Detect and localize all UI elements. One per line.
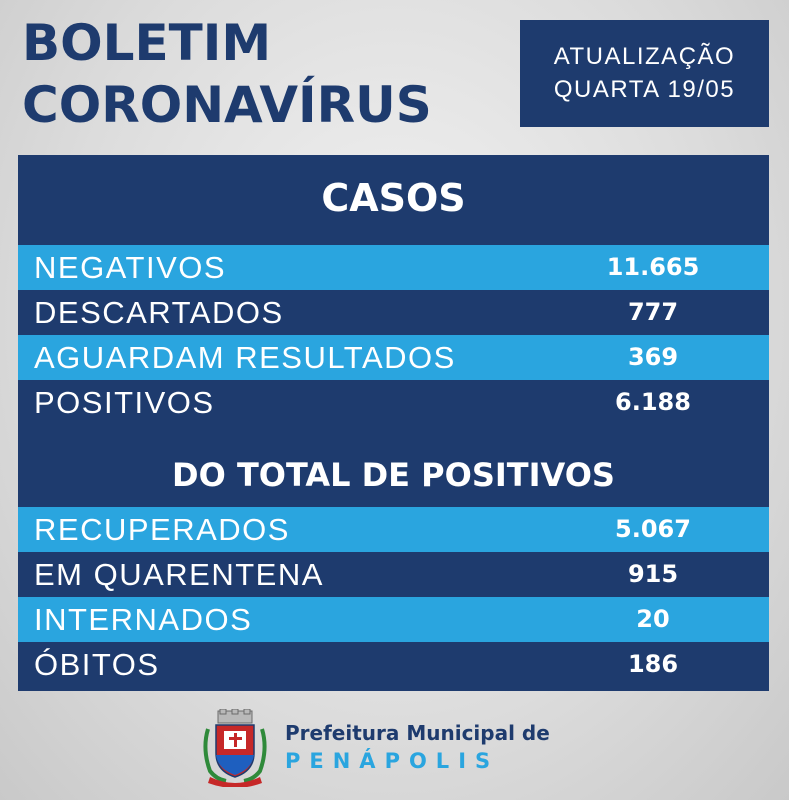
stat-value: 777: [627, 298, 679, 326]
update-date: QUARTA 19/05: [553, 76, 736, 103]
stat-row-aguardam: AGUARDAM RESULTADOS 369: [18, 335, 769, 380]
stat-value: 5.067: [615, 515, 691, 543]
footer-logo: Prefeitura Municipal de PENÁPOLIS: [200, 705, 600, 790]
stat-row-recuperados: RECUPERADOS 5.067: [18, 507, 769, 552]
stat-label: EM QUARENTENA: [34, 557, 324, 592]
update-date-box: ATUALIZAÇÃO QUARTA 19/05: [520, 20, 769, 127]
bulletin-title: BOLETIM CORONAVÍRUS: [22, 12, 432, 136]
stat-row-positivos: POSITIVOS 6.188: [18, 380, 769, 425]
stat-value: 11.665: [606, 253, 700, 281]
title-line-2: CORONAVÍRUS: [22, 76, 432, 134]
stat-row-negativos: NEGATIVOS 11.665: [18, 245, 769, 290]
stat-value: 915: [627, 560, 679, 588]
stat-value: 20: [636, 605, 670, 633]
stat-row-internados: INTERNADOS 20: [18, 597, 769, 642]
stat-label: ÓBITOS: [34, 647, 160, 682]
stat-label: POSITIVOS: [34, 385, 215, 420]
city-name: PENÁPOLIS: [285, 749, 500, 773]
stat-label: DESCARTADOS: [34, 295, 284, 330]
stats-panel: CASOS NEGATIVOS 11.665 DESCARTADOS 777 A…: [18, 155, 769, 691]
stat-label: RECUPERADOS: [34, 512, 290, 547]
positivos-heading: DO TOTAL DE POSITIVOS: [172, 456, 615, 494]
stat-value: 186: [627, 650, 679, 678]
stat-row-obitos: ÓBITOS 186: [18, 642, 769, 687]
stat-label: NEGATIVOS: [34, 250, 227, 285]
org-name: Prefeitura Municipal de: [285, 721, 550, 745]
stat-label: AGUARDAM RESULTADOS: [34, 340, 456, 375]
update-label: ATUALIZAÇÃO: [553, 43, 736, 70]
title-line-1: BOLETIM: [22, 14, 272, 72]
casos-heading: CASOS: [321, 176, 466, 220]
stat-row-quarentena: EM QUARENTENA 915: [18, 552, 769, 597]
stat-label: INTERNADOS: [34, 602, 253, 637]
stat-row-descartados: DESCARTADOS 777: [18, 290, 769, 335]
stat-value: 369: [627, 343, 679, 371]
city-coat-of-arms-icon: [203, 709, 267, 787]
stat-value: 6.188: [615, 388, 691, 416]
